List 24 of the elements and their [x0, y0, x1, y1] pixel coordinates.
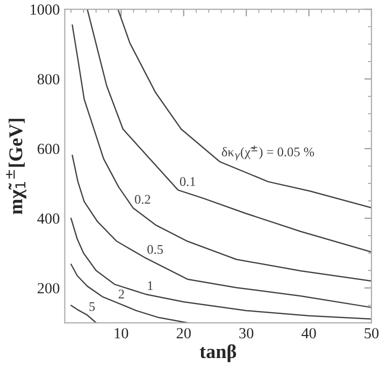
x-tick-label: 20	[176, 328, 191, 338]
line-series	[117, 9, 372, 208]
line-series	[70, 264, 188, 323]
y-tick-label: 800	[38, 74, 60, 84]
y-tick-label: 400	[37, 213, 60, 224]
line-series	[70, 218, 372, 320]
line-series	[72, 24, 372, 282]
y-axis-title: mχ̃$_{1}$$^{±}$[GeV]	[6, 118, 26, 214]
y-tick-label: 200	[38, 283, 60, 294]
line-series	[86, 9, 372, 253]
x-tick-label: 40	[302, 328, 316, 338]
series-label: 5	[89, 302, 95, 312]
y-tick-label: 1000	[30, 4, 60, 15]
series-label: 1	[148, 281, 153, 290]
series-label: 0.5	[147, 245, 163, 254]
x-axis-title: tanβ	[200, 344, 236, 362]
series-label: 2	[118, 290, 124, 298]
x-tick-label: 10	[114, 328, 128, 338]
x-tick-label: 50	[364, 328, 379, 338]
series-label: 0.2	[134, 194, 150, 204]
x-tick-label: 30	[239, 328, 254, 338]
series-label: δκ$_{γ}$(χ̃$^{±}$) = 0.05 %	[222, 145, 314, 160]
series-label: 0.1	[180, 177, 196, 186]
y-tick-label: 600	[38, 144, 60, 154]
